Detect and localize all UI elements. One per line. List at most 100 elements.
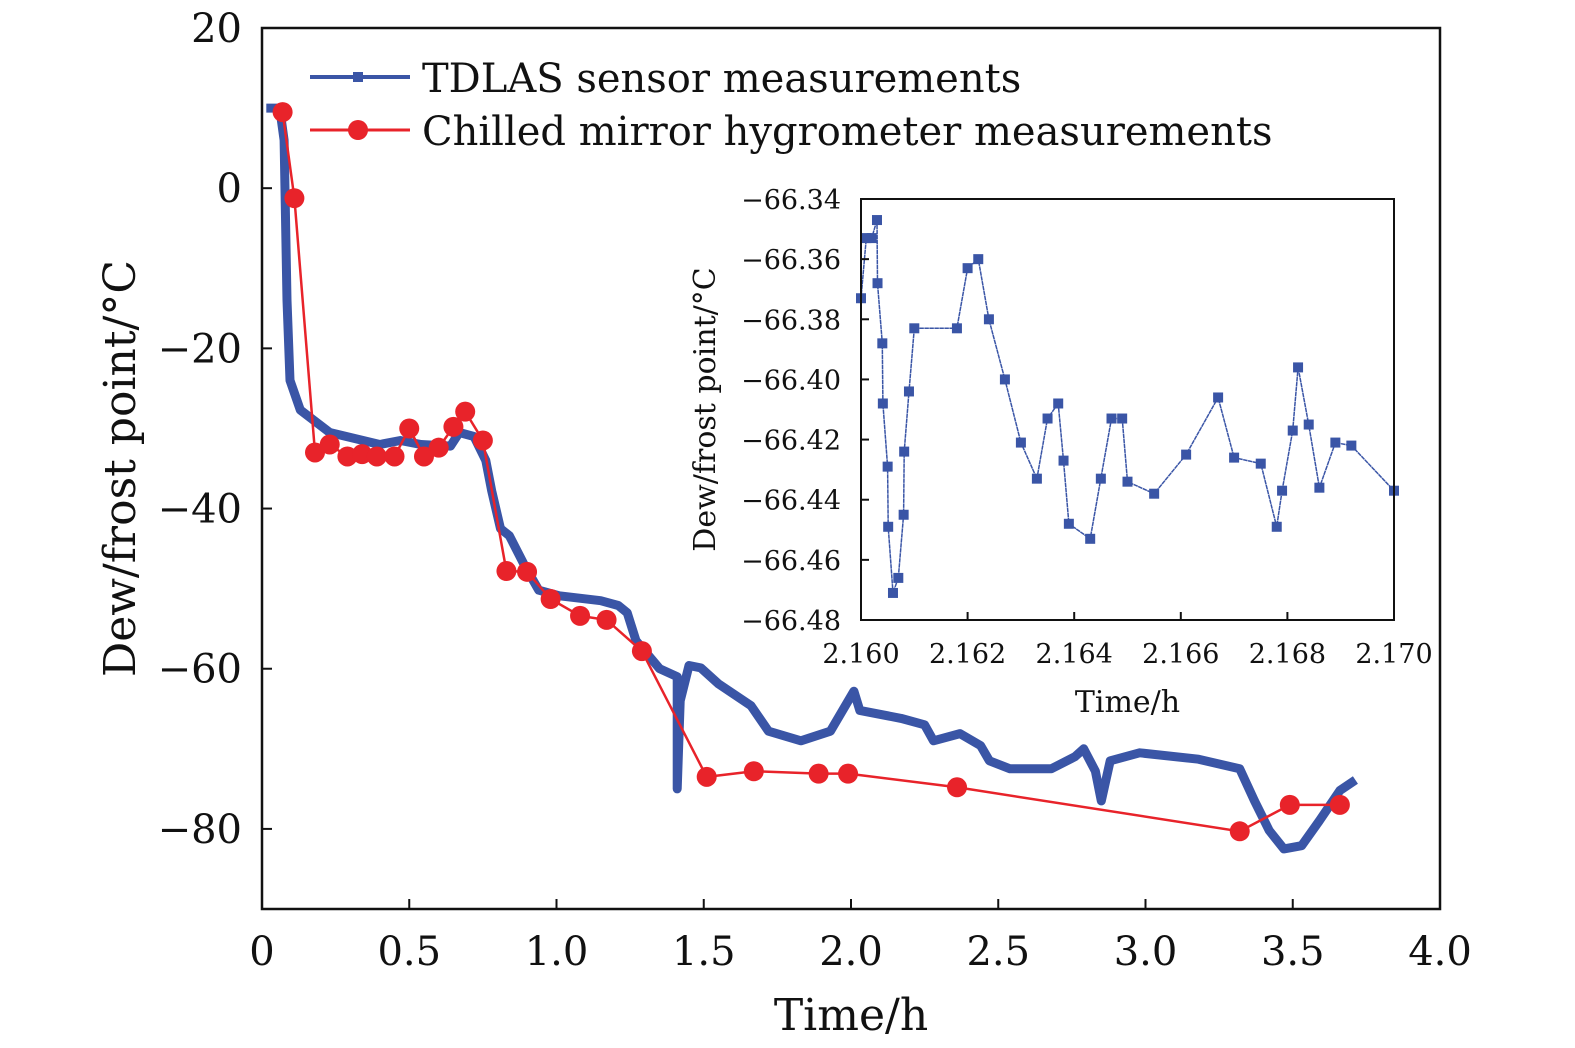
inset-tdlas-point xyxy=(871,215,882,226)
legend-hygrometer-marker xyxy=(348,120,368,140)
main-x-tick-label: 4.0 xyxy=(1408,929,1472,975)
inset-x-tick-label: 2.164 xyxy=(1036,639,1113,670)
main-hygrometer-point xyxy=(443,416,464,437)
inset-tdlas-point xyxy=(1330,437,1341,448)
legend: TDLAS sensor measurements Chilled mirror… xyxy=(310,56,1272,155)
main-x-tick-label: 0 xyxy=(249,929,274,975)
inset-axes-frame xyxy=(860,198,1395,621)
main-hygrometer-point xyxy=(1329,794,1350,815)
main-hygrometer-point xyxy=(337,446,358,467)
inset-x-tick-label: 2.170 xyxy=(1355,639,1432,670)
inset-tdlas-point xyxy=(1213,392,1224,403)
main-hygrometer-point xyxy=(540,589,561,610)
main-y-tick-label: 0 xyxy=(217,166,242,212)
main-x-tick-label: 2.0 xyxy=(819,929,883,975)
main-x-tick-label: 1.5 xyxy=(672,929,736,975)
main-hygrometer-point xyxy=(384,446,405,467)
main-hygrometer-point xyxy=(743,761,764,782)
main-hygrometer-point xyxy=(428,437,449,458)
inset-tdlas-point xyxy=(1293,362,1304,373)
main-hygrometer-point xyxy=(947,777,968,798)
inset-tdlas-point xyxy=(1303,419,1314,430)
inset-x-axis-title: Time/h xyxy=(1075,685,1180,720)
inset-plot: 2.160 2.162 2.164 2.166 2.168 2.170 −66.34 −66.… xyxy=(688,185,1433,720)
main-x-tick-label: 1.0 xyxy=(525,929,589,975)
inset-y-tick-label: −66.34 xyxy=(741,185,841,216)
inset-tdlas-point xyxy=(1058,455,1069,466)
inset-tdlas-point xyxy=(866,233,877,244)
main-hygrometer-point xyxy=(284,188,305,209)
inset-y-tick-label: −66.36 xyxy=(741,245,841,276)
inset-x-tick-label: 2.168 xyxy=(1249,639,1326,670)
main-x-tick-label: 3.5 xyxy=(1261,929,1325,975)
inset-y-tick-label: −66.42 xyxy=(741,426,841,457)
inset-y-tick-label: −66.44 xyxy=(741,486,841,517)
main-hygrometer-point xyxy=(399,418,420,439)
main-y-tick-label: 20 xyxy=(191,6,242,52)
inset-y-tick-label: −66.46 xyxy=(741,546,841,577)
inset-tdlas-point xyxy=(1031,473,1042,484)
inset-y-tick-label: −66.38 xyxy=(741,305,841,336)
main-y-tick-label: −80 xyxy=(158,807,242,853)
inset-tdlas-point xyxy=(1053,398,1064,409)
inset-y-tick-label: −66.48 xyxy=(741,606,841,637)
inset-y-tick-label: −66.40 xyxy=(741,365,841,396)
main-hygrometer-point xyxy=(413,446,434,467)
main-hygrometer-point xyxy=(570,605,591,626)
main-hygrometer-point xyxy=(631,641,652,662)
main-hygrometer-point xyxy=(838,763,859,784)
main-x-tick-label: 2.5 xyxy=(966,929,1030,975)
inset-tdlas-point xyxy=(877,398,888,409)
inset-tdlas-point xyxy=(973,254,984,265)
inset-plot-background xyxy=(861,199,1394,620)
inset-tdlas-point xyxy=(893,572,904,583)
inset-tdlas-point xyxy=(1095,473,1106,484)
inset-tdlas-point xyxy=(1271,521,1282,532)
inset-tdlas-point xyxy=(1255,458,1266,469)
legend-tdlas-label: TDLAS sensor measurements xyxy=(422,56,1021,102)
inset-tdlas-point xyxy=(1149,488,1160,499)
inset-tdlas-point xyxy=(872,278,883,289)
inset-tdlas-point xyxy=(1117,413,1128,424)
inset-tdlas-point xyxy=(903,386,914,397)
legend-tdlas-marker xyxy=(353,72,363,82)
main-y-axis-title: Dew/frost point/°C xyxy=(95,260,146,677)
inset-tdlas-point xyxy=(1122,476,1133,487)
legend-hygrometer-label: Chilled mirror hygrometer measurements xyxy=(422,109,1272,155)
inset-x-tick-label: 2.160 xyxy=(822,639,899,670)
inset-x-tick-label: 2.166 xyxy=(1142,639,1219,670)
inset-tdlas-point xyxy=(983,314,994,325)
main-hygrometer-point xyxy=(496,561,517,582)
inset-tdlas-point xyxy=(909,323,920,334)
main-hygrometer-point xyxy=(272,102,293,123)
main-y-tick-label: −20 xyxy=(158,326,242,372)
main-x-tick-label: 3.0 xyxy=(1114,929,1178,975)
main-y-tick-label: −60 xyxy=(158,647,242,693)
inset-tdlas-point xyxy=(883,521,894,532)
main-hygrometer-point xyxy=(455,401,476,422)
main-x-axis-title: Time/h xyxy=(774,990,928,1041)
main-hygrometer-point xyxy=(305,442,326,463)
main-hygrometer-point xyxy=(352,444,373,465)
inset-tdlas-point xyxy=(1015,437,1026,448)
main-hygrometer-point xyxy=(696,766,717,787)
main-hygrometer-point xyxy=(1279,794,1300,815)
inset-tdlas-point xyxy=(1346,440,1357,451)
main-hygrometer-point xyxy=(1229,821,1250,842)
inset-tdlas-point xyxy=(1063,518,1074,529)
inset-tdlas-point xyxy=(898,509,909,520)
inset-tdlas-point xyxy=(951,323,962,334)
main-hygrometer-point xyxy=(517,561,538,582)
main-hygrometer-point xyxy=(319,434,340,455)
inset-tdlas-point xyxy=(1181,449,1192,460)
inset-tdlas-point xyxy=(1314,482,1325,493)
inset-tdlas-point xyxy=(882,461,893,472)
inset-tdlas-point xyxy=(1287,425,1298,436)
inset-tdlas-point xyxy=(999,374,1010,385)
inset-x-tick-label: 2.162 xyxy=(929,639,1006,670)
main-hygrometer-point xyxy=(808,763,829,784)
inset-tdlas-point xyxy=(861,233,872,244)
inset-tdlas-point xyxy=(1106,413,1117,424)
inset-tdlas-point xyxy=(1042,413,1053,424)
